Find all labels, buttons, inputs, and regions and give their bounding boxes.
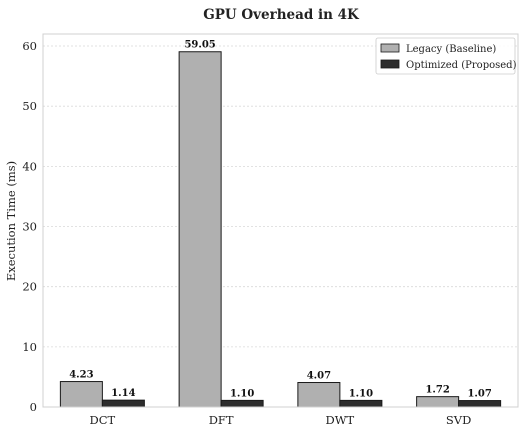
y-tick-label: 0 [30, 400, 37, 414]
x-tick-label: DCT [90, 413, 116, 427]
y-tick-label: 50 [22, 99, 37, 113]
bar-dft-optimized [220, 399, 264, 408]
bar-svd-legacy [416, 396, 460, 408]
legend: Legacy (Baseline) Optimized (Proposed) [375, 37, 517, 75]
y-tick-label: 40 [22, 159, 37, 173]
x-tick-label: DWT [326, 413, 355, 427]
bar-dct-legacy [59, 381, 103, 408]
y-axis-ticks: 0 10 20 30 40 50 60 [22, 39, 37, 414]
bar-dwt-optimized [339, 399, 383, 408]
chart-title: GPU Overhead in 4K [203, 7, 360, 23]
data-label: 4.07 [307, 371, 331, 382]
bar-dwt-legacy [297, 382, 341, 408]
y-axis-label: Execution Time (ms) [4, 161, 18, 281]
data-label: 4.23 [69, 370, 93, 381]
legend-swatch [380, 59, 400, 69]
plot-frame [42, 33, 519, 408]
data-label: 1.07 [467, 389, 491, 400]
y-tick-label: 10 [22, 340, 37, 354]
x-tick-label: SVD [446, 413, 471, 427]
y-tick-label: 60 [22, 39, 37, 53]
bar-dft-legacy [178, 51, 222, 408]
legend-swatch [380, 43, 400, 53]
bars [59, 51, 502, 408]
data-label: 1.72 [425, 385, 449, 396]
y-tick-label: 20 [22, 280, 37, 294]
x-axis-ticks: DCT DFT DWT SVD [90, 413, 472, 427]
legend-box [375, 37, 516, 75]
data-label: 59.05 [184, 40, 215, 51]
x-tick-label: DFT [209, 413, 234, 427]
data-label: 1.10 [230, 388, 254, 399]
gridlines [43, 45, 518, 348]
y-tick-label: 30 [22, 220, 37, 234]
legend-entry: Optimized (Proposed) [406, 60, 517, 71]
bar-dct-optimized [101, 399, 145, 408]
bar-svd-optimized [458, 400, 502, 408]
data-label: 1.14 [111, 388, 135, 399]
data-label: 1.10 [349, 388, 373, 399]
legend-entry: Legacy (Baseline) [406, 44, 496, 55]
data-labels: 4.23 1.14 59.05 1.10 4.07 1.10 1.72 1.07 [69, 40, 492, 400]
